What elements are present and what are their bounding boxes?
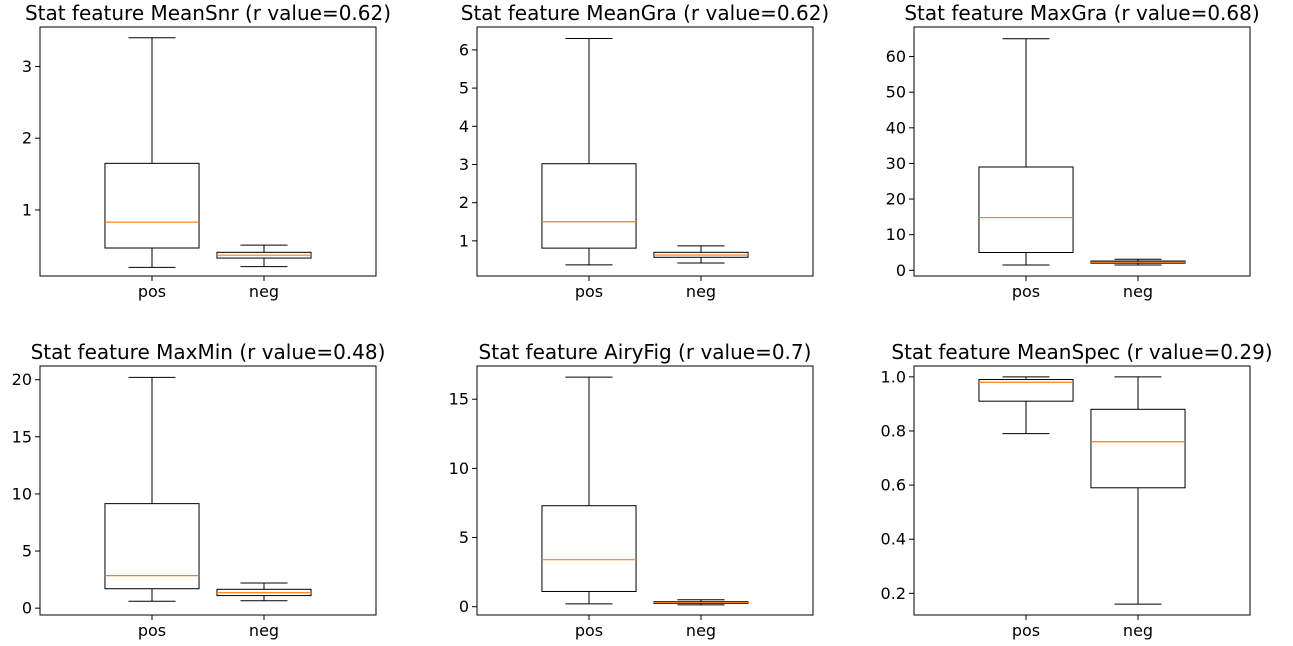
iqr-box [978, 379, 1074, 402]
x-tick-label-pos: pos [138, 282, 166, 301]
box-neg [653, 245, 749, 264]
box-neg [653, 599, 749, 606]
y-tick-label: 0.4 [881, 530, 906, 549]
y-tick-label: 30 [886, 154, 906, 173]
box-pos [104, 376, 200, 602]
x-tick-label-pos: pos [575, 621, 603, 640]
y-tick-label: 2 [22, 129, 32, 148]
chart-title: Stat feature MeanGra (r value=0.62) [461, 1, 830, 25]
x-tick-label-pos: pos [1012, 282, 1040, 301]
chart-title: Stat feature MaxGra (r value=0.68) [904, 1, 1259, 25]
box-pos [978, 38, 1074, 266]
chart-title: Stat feature AiryFig (r value=0.7) [479, 340, 812, 364]
axes-frame [913, 365, 1251, 616]
box-neg [1090, 376, 1186, 605]
subplot-4: Stat feature MaxMin (r value=0.48) 0 5 10 15… [12, 340, 386, 640]
y-tick-label: 3 [459, 155, 469, 174]
y-tick-label: 0 [22, 599, 32, 618]
y-tick-label: 2 [459, 193, 469, 212]
x-tick-label-neg: neg [686, 282, 716, 301]
y-tick-label: 1.0 [881, 367, 906, 386]
iqr-box [978, 166, 1074, 253]
y-tick-label: 0.8 [881, 421, 906, 440]
y-tick-label: 5 [22, 542, 32, 561]
y-tick-label: 15 [449, 390, 469, 409]
y-tick-label: 50 [886, 83, 906, 102]
chart-title: Stat feature MeanSnr (r value=0.62) [25, 1, 391, 25]
iqr-box [104, 503, 200, 590]
y-tick-label: 1 [459, 231, 469, 250]
subplot-1: Stat feature MeanSnr (r value=0.62) 1 2 3 po… [22, 1, 391, 301]
axes-frame [476, 26, 814, 277]
y-tick-label: 1 [22, 200, 32, 219]
axes-frame [39, 26, 377, 277]
chart-title: Stat feature MaxMin (r value=0.48) [31, 340, 386, 364]
axes-frame [913, 26, 1251, 277]
box-pos [978, 376, 1074, 435]
box-pos [541, 376, 637, 605]
y-tick-label: 0.6 [881, 476, 906, 495]
y-tick-label: 0.2 [881, 584, 906, 603]
y-tick-label: 10 [12, 484, 32, 503]
y-tick-label: 5 [459, 528, 469, 547]
x-tick-label-pos: pos [1012, 621, 1040, 640]
y-tick-label: 3 [22, 57, 32, 76]
subplot-6: Stat feature MeanSpec (r value=0.29) 0.2 0… [881, 340, 1273, 640]
subplot-5: Stat feature AiryFig (r value=0.7) 0 5 10 15… [449, 340, 814, 640]
axes-frame [476, 365, 814, 616]
x-tick-label-neg: neg [686, 621, 716, 640]
y-tick-label: 4 [459, 117, 469, 136]
axes-frame [39, 365, 377, 616]
y-tick-label: 5 [459, 79, 469, 98]
y-tick-label: 10 [449, 459, 469, 478]
x-tick-label-neg: neg [249, 621, 279, 640]
x-tick-label-neg: neg [1123, 282, 1153, 301]
iqr-box [1090, 408, 1186, 489]
iqr-box [104, 162, 200, 249]
y-tick-label: 20 [886, 190, 906, 209]
subplot-3: Stat feature MaxGra (r value=0.68) 0 10 20 3… [886, 1, 1260, 301]
y-tick-label: 10 [886, 225, 906, 244]
x-tick-label-neg: neg [249, 282, 279, 301]
box-neg [1090, 258, 1186, 266]
y-tick-label: 60 [886, 47, 906, 66]
y-tick-label: 15 [12, 427, 32, 446]
box-pos [541, 37, 637, 266]
y-tick-label: 0 [459, 597, 469, 616]
box-pos [104, 37, 200, 268]
x-tick-label-neg: neg [1123, 621, 1153, 640]
y-tick-label: 6 [459, 40, 469, 59]
y-tick-label: 40 [886, 118, 906, 137]
y-tick-label: 0 [896, 261, 906, 280]
chart-title: Stat feature MeanSpec (r value=0.29) [891, 340, 1272, 364]
y-tick-label: 20 [12, 370, 32, 389]
iqr-box [541, 505, 637, 592]
iqr-box [541, 163, 637, 249]
x-tick-label-pos: pos [575, 282, 603, 301]
subplot-2: Stat feature MeanGra (r value=0.62) 1 2 3 4 5… [459, 1, 829, 301]
box-neg [216, 244, 312, 268]
x-tick-label-pos: pos [138, 621, 166, 640]
box-neg [216, 582, 312, 602]
